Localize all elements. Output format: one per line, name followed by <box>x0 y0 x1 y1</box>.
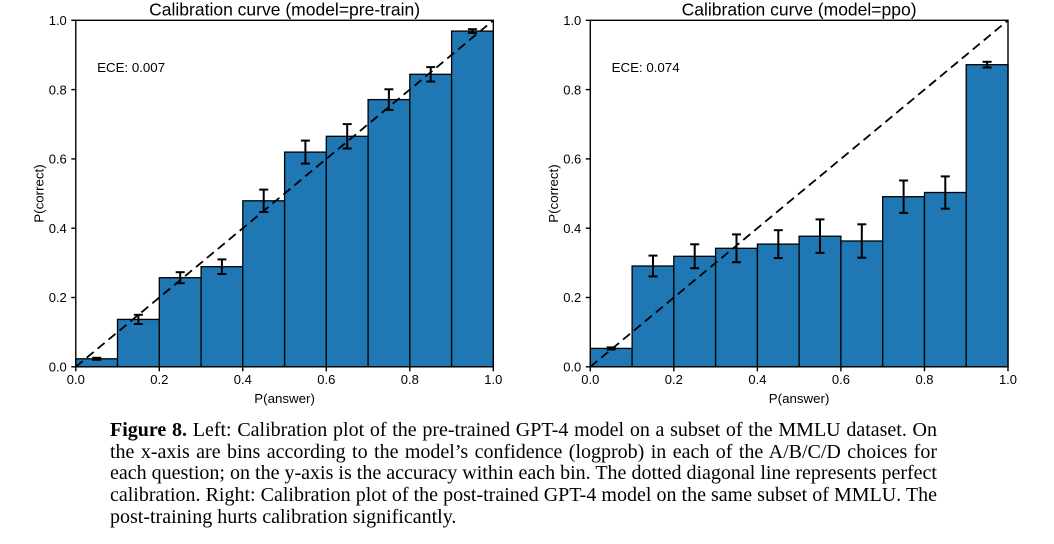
svg-text:0.2: 0.2 <box>49 290 67 305</box>
svg-text:P(correct): P(correct) <box>32 164 47 222</box>
svg-text:0.0: 0.0 <box>563 360 581 375</box>
svg-text:0.4: 0.4 <box>49 221 67 236</box>
svg-text:P(answer): P(answer) <box>254 391 315 406</box>
svg-text:0.2: 0.2 <box>563 290 581 305</box>
svg-text:0.2: 0.2 <box>665 372 683 387</box>
svg-text:P(answer): P(answer) <box>769 391 830 406</box>
svg-text:0.4: 0.4 <box>234 372 252 387</box>
svg-text:ECE: 0.074: ECE: 0.074 <box>612 60 680 75</box>
svg-text:ECE: 0.007: ECE: 0.007 <box>97 60 165 75</box>
svg-text:0.6: 0.6 <box>563 152 581 167</box>
svg-text:1.0: 1.0 <box>563 13 581 28</box>
svg-text:0.0: 0.0 <box>49 360 67 375</box>
svg-text:Calibration curve (model=pre-t: Calibration curve (model=pre-train) <box>149 0 420 20</box>
svg-text:0.4: 0.4 <box>563 221 581 236</box>
svg-text:0.6: 0.6 <box>317 372 335 387</box>
svg-text:1.0: 1.0 <box>999 372 1017 387</box>
svg-text:P(correct): P(correct) <box>546 164 561 222</box>
svg-text:Calibration curve (model=ppo): Calibration curve (model=ppo) <box>682 0 917 20</box>
svg-text:1.0: 1.0 <box>484 372 502 387</box>
svg-text:0.8: 0.8 <box>49 82 67 97</box>
svg-text:1.0: 1.0 <box>49 13 67 28</box>
svg-text:0.0: 0.0 <box>67 372 85 387</box>
svg-text:0.6: 0.6 <box>832 372 850 387</box>
svg-text:0.6: 0.6 <box>49 152 67 167</box>
svg-text:0.8: 0.8 <box>915 372 933 387</box>
svg-text:0.2: 0.2 <box>150 372 168 387</box>
svg-text:0.0: 0.0 <box>581 372 599 387</box>
svg-text:0.8: 0.8 <box>563 82 581 97</box>
svg-text:0.4: 0.4 <box>748 372 766 387</box>
svg-text:0.8: 0.8 <box>401 372 419 387</box>
